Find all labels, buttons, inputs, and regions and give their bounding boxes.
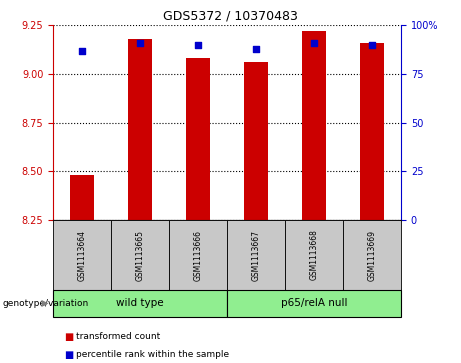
Text: p65/relA null: p65/relA null: [281, 298, 347, 309]
Text: GSM1113666: GSM1113666: [194, 229, 202, 281]
Point: [368, 42, 376, 48]
Text: GSM1113668: GSM1113668: [309, 229, 319, 281]
Bar: [244, 62, 268, 220]
Bar: [186, 58, 210, 220]
Text: wild type: wild type: [116, 298, 164, 309]
Point: [310, 40, 318, 46]
Text: percentile rank within the sample: percentile rank within the sample: [76, 350, 229, 359]
Bar: [302, 31, 325, 220]
Text: GSM1113664: GSM1113664: [77, 229, 87, 281]
Point: [136, 40, 144, 46]
Point: [252, 46, 260, 52]
Bar: [361, 43, 384, 220]
Text: GDS5372 / 10370483: GDS5372 / 10370483: [163, 9, 298, 22]
Point: [78, 48, 86, 54]
Text: transformed count: transformed count: [76, 332, 160, 341]
Bar: [71, 175, 94, 220]
Text: GSM1113669: GSM1113669: [367, 229, 377, 281]
Text: ■: ■: [65, 331, 74, 342]
Text: GSM1113667: GSM1113667: [252, 229, 260, 281]
Bar: [129, 39, 152, 220]
Text: ■: ■: [65, 350, 74, 360]
Point: [195, 42, 202, 48]
Text: GSM1113665: GSM1113665: [136, 229, 145, 281]
Text: genotype/variation: genotype/variation: [2, 299, 89, 308]
